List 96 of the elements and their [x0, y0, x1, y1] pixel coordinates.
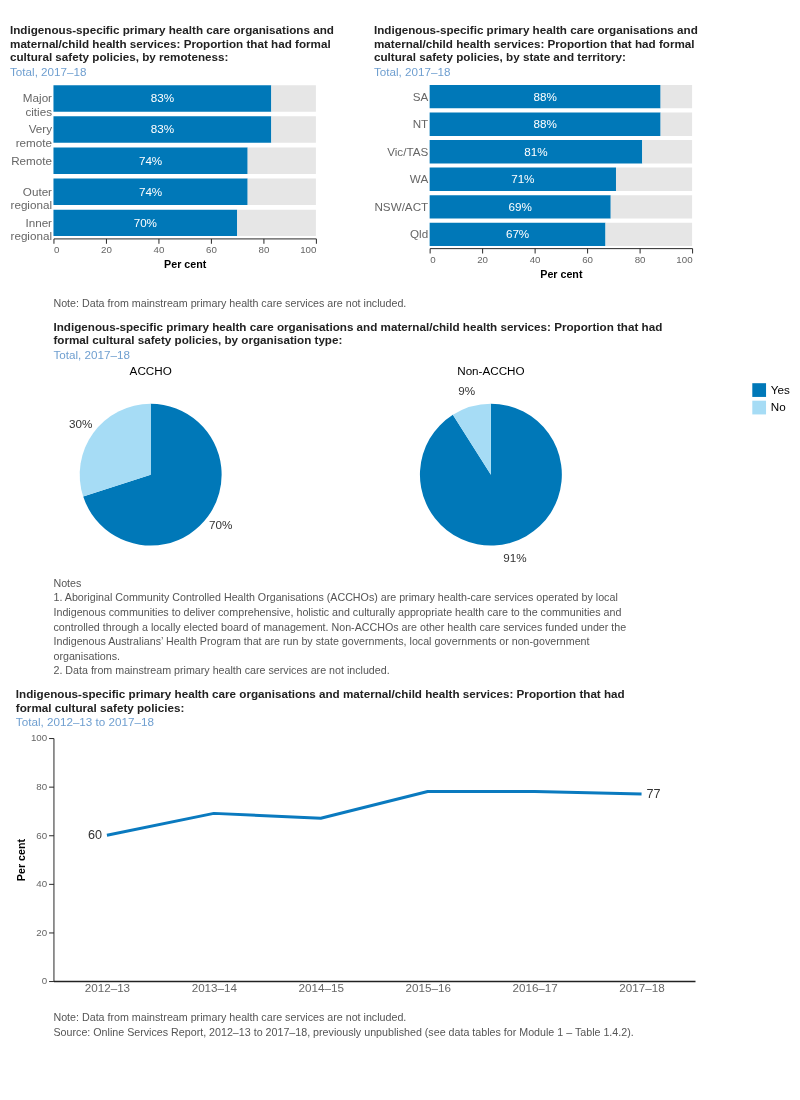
- data-label: 88%: [533, 117, 557, 131]
- y-tick-label: 40: [36, 878, 48, 890]
- chart-title: Indigenous-specific primary health care organisations and maternal/child health services: Proportion that had formal cultural safety policies, by remoteness:: [10, 23, 334, 64]
- data-label: 83%: [150, 122, 175, 136]
- x-tick-label: 2015–16: [405, 981, 451, 995]
- bar: [615, 167, 693, 191]
- y-tick-label: WA: [409, 172, 429, 186]
- bar: [660, 112, 693, 136]
- chart-subtitle: Total, 2017–18: [373, 65, 451, 79]
- data-label: 74%: [138, 153, 163, 167]
- chart-subtitle: Total, 2012–13 to 2017–18: [15, 715, 154, 729]
- y-tick-label: Inner regional: [10, 215, 53, 243]
- x-tick-label: 0: [430, 254, 437, 266]
- y-tick-label: 60: [36, 829, 48, 841]
- data-label: 81%: [524, 144, 548, 158]
- y-tick-label: NSW/ACT: [374, 199, 429, 213]
- y-tick-label: Remote: [11, 153, 52, 167]
- x-tick-label: 80: [634, 254, 647, 266]
- pie-slice: [419, 403, 562, 546]
- x-tick-label: 2016–17: [512, 981, 558, 995]
- bar: [53, 85, 272, 112]
- data-label: 88%: [533, 89, 557, 103]
- x-axis-title: Per cent: [540, 267, 583, 280]
- y-tick-label: Very remote: [15, 122, 53, 150]
- chart-subtitle: Total, 2017–18: [53, 347, 130, 361]
- data-label: 74%: [138, 184, 163, 198]
- data-label: 69%: [508, 199, 532, 213]
- text: Note: Data from mainstream primary health care services are not included.: [53, 1011, 407, 1024]
- y-tick-label: 20: [36, 926, 48, 938]
- text: 2. Data from mainstream primary health care services are not included.: [53, 664, 390, 677]
- x-tick-label: 2013–14: [191, 981, 238, 995]
- bar: [642, 140, 693, 164]
- bar: [53, 178, 248, 205]
- y-axis-title: Per cent: [15, 838, 28, 882]
- bar: [660, 84, 693, 109]
- bar: [53, 209, 238, 237]
- legend-label: No: [770, 400, 786, 414]
- bar: [237, 209, 316, 237]
- y-tick-label: Major cities: [22, 91, 53, 118]
- pie-slice: [452, 403, 491, 475]
- bar: [429, 84, 661, 109]
- text: ACCHO: [129, 364, 172, 378]
- data-label: 70%: [208, 518, 233, 532]
- x-axis-title: Per cent: [164, 258, 207, 271]
- text: Non-ACCHO: [457, 364, 525, 378]
- bar: [605, 222, 693, 247]
- source-note: Source: Online Services Report, 2012–13 to 2017–18, previously unpublished (see data tables for Module 1 – Table 1.4.2).: [53, 1026, 634, 1038]
- x-tick-label: 60: [582, 254, 594, 266]
- data-label: 70%: [133, 215, 157, 229]
- bar: [271, 116, 316, 143]
- x-tick-label: 2017–18: [619, 981, 665, 995]
- bar: [429, 140, 643, 164]
- bar: [53, 147, 248, 174]
- data-label: 71%: [511, 172, 535, 186]
- x-tick-label: 20: [101, 244, 113, 256]
- line-series: [105, 790, 644, 837]
- x-tick-label: 2014–15: [298, 981, 344, 995]
- bar: [610, 195, 693, 219]
- data-label: 9%: [458, 384, 476, 398]
- bar: [429, 112, 661, 136]
- x-tick-label: 40: [153, 244, 165, 256]
- x-tick-label: 80: [258, 244, 270, 256]
- bar: [247, 147, 316, 174]
- bar: [429, 195, 611, 219]
- chart-title: Indigenous-specific primary health care organisations and maternal/child health services: Proportion that had formal cultural safety policies, by state and territory:: [373, 23, 698, 64]
- text: Notes: [53, 576, 82, 589]
- data-label: 91%: [503, 550, 527, 564]
- x-tick-label: 40: [529, 254, 542, 266]
- x-tick-label: 60: [206, 244, 218, 256]
- bar: [53, 116, 272, 143]
- y-tick-label: Outer regional: [10, 184, 53, 212]
- chart-title: Indigenous-specific primary health care organisations and maternal/child health services: Proportion that had formal cultural safety policies:: [15, 687, 625, 714]
- y-tick-label: Qld: [410, 227, 429, 241]
- x-tick-label: 20: [477, 254, 489, 266]
- text: Note: Data from mainstream primary health care services are not included.: [53, 296, 407, 309]
- y-tick-label: 100: [30, 732, 48, 744]
- bar: [271, 85, 316, 112]
- chart-title: Indigenous-specific primary health care organisations and maternal/child health services: Proportion that had formal cultural safety policies, by organisation type:: [53, 319, 663, 347]
- x-tick-label: 2012–13: [84, 981, 131, 995]
- data-label: 60: [88, 828, 103, 843]
- y-tick-label: SA: [412, 89, 429, 103]
- data-label: 83%: [150, 91, 175, 105]
- chart-subtitle: Total, 2017–18: [10, 65, 87, 79]
- bar: [247, 178, 316, 205]
- x-tick-label: 100: [676, 254, 694, 266]
- bar: [429, 167, 616, 191]
- y-tick-label: NT: [412, 117, 429, 131]
- y-tick-label: 80: [36, 781, 48, 793]
- legend-label: Yes: [770, 382, 791, 396]
- text: 1. Aboriginal Community Controlled Health Organisations (ACCHOs) are primary health-care services operated by local Indigenous communities to deliver comprehensive, holistic and culturally appropriate health care to the communities and controlled through a locally elected board of management. Non-ACCHOs are other health care services funded under the Indigenous Australians’ Health Program that are run by state governments, local governments or non-government organisations.: [53, 591, 627, 662]
- x-tick-label: 100: [300, 244, 317, 256]
- data-label: 77: [646, 786, 661, 801]
- data-label: 30%: [69, 416, 93, 430]
- data-label: 67%: [505, 227, 530, 241]
- bar: [429, 222, 606, 247]
- y-tick-label: Vic/TAS: [387, 144, 429, 158]
